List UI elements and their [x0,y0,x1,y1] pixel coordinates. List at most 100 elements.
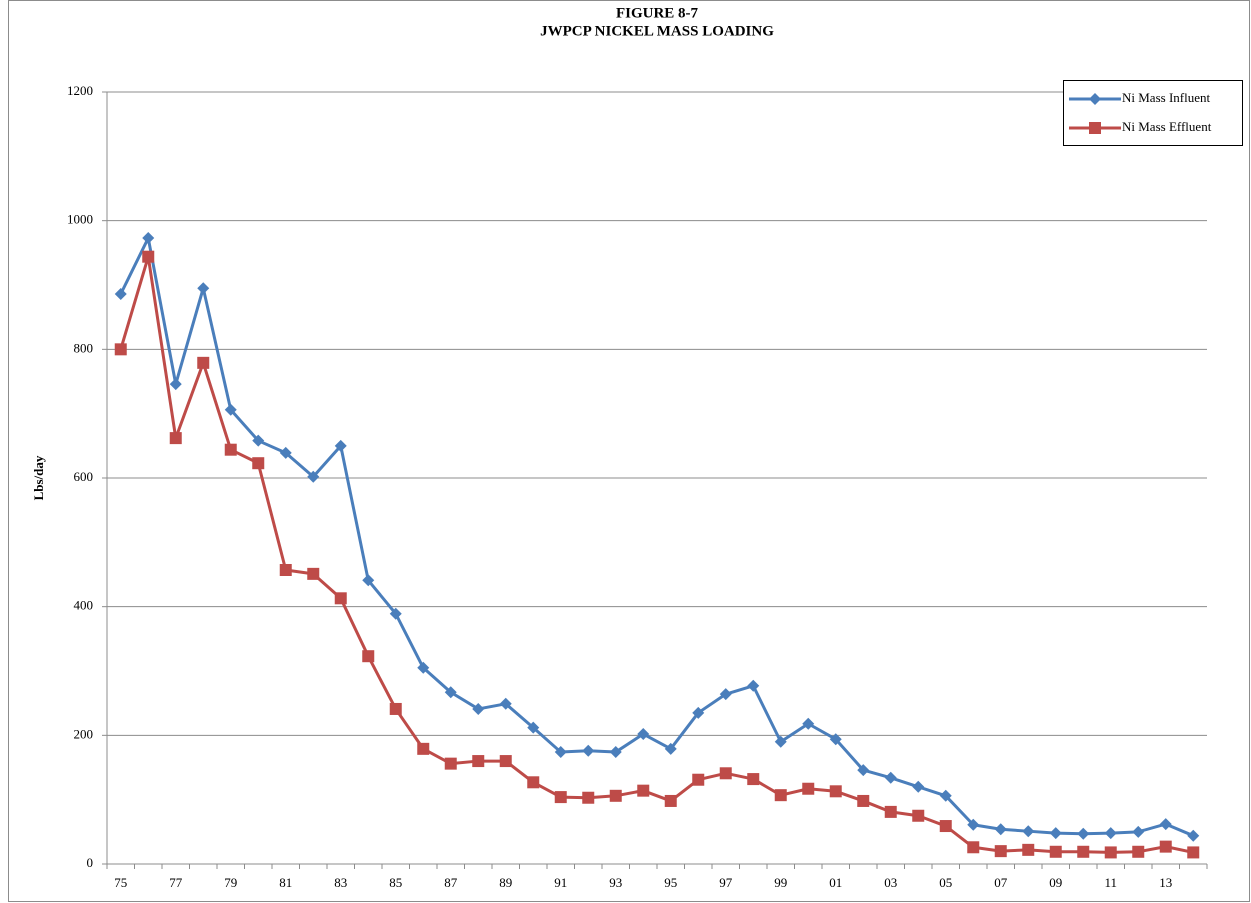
data-point [1049,827,1062,840]
data-point [499,755,512,768]
data-point [169,378,182,391]
x-tick-label: 77 [169,875,183,890]
legend-label: Ni Mass Effluent [1122,119,1212,134]
x-tick-label: 83 [334,875,347,890]
legend-marker [1089,93,1101,105]
x-tick-label: 87 [444,875,458,890]
data-point [994,845,1007,858]
data-point [719,767,732,780]
x-tick-label: 13 [1159,875,1172,890]
data-point [967,841,980,854]
data-point [472,755,485,768]
data-point [884,771,897,784]
data-point [114,343,127,356]
data-point [857,764,870,777]
x-tick-label: 89 [499,875,512,890]
x-tick-label: 91 [554,875,567,890]
data-point [747,679,760,692]
data-point [527,776,540,789]
x-tick-label: 93 [609,875,622,890]
data-point [554,791,567,804]
data-point [499,697,512,710]
data-point [444,686,457,699]
data-point [252,434,265,447]
data-point [334,592,347,605]
data-point [307,567,320,580]
data-point [197,356,210,369]
legend-marker [1089,122,1101,134]
x-tick-label: 95 [664,875,677,890]
data-point [279,446,292,459]
y-tick-label: 0 [87,855,94,870]
data-point [994,823,1007,836]
data-point [802,717,815,730]
data-point [224,403,237,416]
data-point [197,282,210,295]
x-tick-label: 99 [774,875,787,890]
y-axis-label: Lbs/day [31,455,46,500]
data-point [692,706,705,719]
data-point [912,780,925,793]
data-point [1104,846,1117,859]
data-point [857,794,870,807]
chart-title: FIGURE 8-7 [616,5,699,21]
data-point [774,789,787,802]
series-line [119,236,1194,838]
x-tick-label: 05 [939,875,952,890]
x-tick-label: 81 [279,875,292,890]
data-point [664,794,677,807]
chart-subtitle: JWPCP NICKEL MASS LOADING [540,23,774,39]
data-point [582,744,595,757]
chart-frame [8,0,1250,902]
data-point [114,288,127,301]
data-point [417,742,430,755]
data-point [1159,818,1172,831]
data-point [169,432,182,445]
data-point [1022,825,1035,838]
data-point [1077,827,1090,840]
y-tick-label: 200 [74,726,94,741]
x-tick-label: 01 [829,875,842,890]
data-point [1187,829,1200,842]
data-point [637,728,650,741]
data-point [417,661,430,674]
series-line [119,255,1194,854]
data-point [472,702,485,715]
data-point [1077,845,1090,858]
data-point [1187,846,1200,859]
y-tick-label: 600 [74,469,94,484]
x-tick-label: 11 [1104,875,1117,890]
data-point [692,773,705,786]
data-point [747,773,760,786]
data-point [637,784,650,797]
legend-label: Ni Mass Influent [1122,90,1210,105]
y-tick-label: 1200 [67,83,93,98]
data-point [307,470,320,483]
data-point [527,721,540,734]
data-point [1104,827,1117,840]
data-point [224,443,237,456]
data-point [802,782,815,795]
data-point [774,735,787,748]
x-tick-label: 03 [884,875,897,890]
data-point [967,818,980,831]
data-point [389,607,402,620]
data-point [719,688,732,701]
data-point [1159,840,1172,853]
data-point [609,789,622,802]
x-tick-label: 75 [114,875,127,890]
data-point [609,746,622,759]
y-tick-label: 400 [74,598,94,613]
data-point [884,805,897,818]
data-point [939,789,952,802]
data-point [829,733,842,746]
data-point [334,439,347,452]
x-tick-label: 97 [719,875,733,890]
y-tick-label: 1000 [67,212,93,227]
y-tick-label: 800 [74,340,94,355]
data-point [389,702,402,715]
data-point [1132,825,1145,838]
data-point [1132,845,1145,858]
data-point [444,757,457,770]
